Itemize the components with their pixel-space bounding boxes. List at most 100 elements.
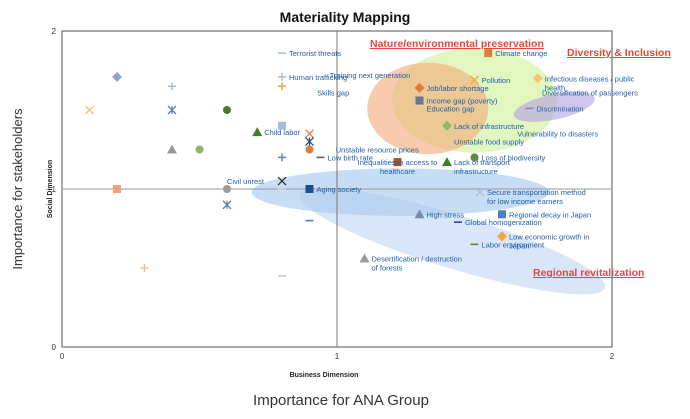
point-label-labor-environment: Labor environment (482, 240, 545, 249)
point-label-line: Lack of transport (454, 158, 511, 167)
point-label-line: Low birth rate (328, 153, 373, 162)
point-label-lack-of-infrastructure: Lack of infrastructure (454, 122, 524, 131)
region-ellipse-2 (513, 91, 595, 122)
point-label-line: Unstable food supply (454, 138, 524, 147)
point-label-line: Lack of infrastructure (454, 122, 524, 131)
data-point (278, 121, 286, 130)
point-label-unstable-resource-prices: Unstable resource prices (336, 146, 419, 155)
data-point (393, 158, 402, 167)
point-label-human-trafficking: Human trafficking (289, 73, 347, 82)
point-label-line: Regional decay in Japan (509, 210, 591, 219)
point-label-line: infrastructure (454, 167, 498, 176)
data-point (497, 231, 507, 242)
point-label-civil-unrest: Civil unrest (227, 177, 265, 186)
point-label-secure-transportation-method-for-low-income-earners: Secure transportation method for low inco… (487, 188, 586, 206)
data-point (113, 185, 121, 193)
x-tick-label: 0 (60, 352, 65, 361)
point-label-infectious-diseases-public-health: Infectious diseases / public health (545, 74, 635, 92)
point-label-low-economic-growth-in-japan: Low economic growth in Japan (509, 232, 589, 250)
region-label-regional-revitalization: Regional revitalization (533, 267, 644, 279)
y-tick-label: 2 (52, 27, 57, 36)
data-point (359, 253, 370, 263)
point-label-inequalities-in-access-to-healthcare: Inequalities in access to healthcare (358, 158, 438, 176)
data-point (167, 144, 177, 154)
point-label-line: Labor environment (482, 240, 545, 249)
data-point (252, 127, 263, 137)
data-point (140, 264, 149, 272)
point-label-line: Aging society (317, 185, 362, 194)
y-tick-label: 1 (52, 185, 57, 194)
data-point (470, 75, 479, 85)
data-point (470, 153, 479, 162)
data-point (305, 185, 314, 193)
y-tick-label: 0 (52, 343, 57, 352)
point-label-line: Child labor (264, 128, 300, 137)
data-point (414, 82, 425, 93)
x-axis-label: Importance for ANA Group (253, 392, 429, 409)
data-point (415, 96, 424, 105)
data-point (278, 72, 286, 81)
point-label-line: of forests (372, 264, 403, 273)
point-label-line: Secure transportation method (487, 188, 586, 197)
point-label-line: Desertification / destruction (372, 255, 462, 264)
point-label-line: health (545, 83, 565, 92)
x-tick-label: 1 (335, 352, 340, 361)
chart-title: Materiality Mapping (280, 9, 411, 25)
data-point (305, 137, 314, 147)
regions-layer (251, 48, 606, 295)
data-point (442, 157, 452, 167)
data-point (442, 120, 452, 131)
point-label-training-next-generation: Training next generation (330, 71, 411, 80)
data-point (85, 105, 94, 115)
point-label-line: Income gap (poverty) (427, 97, 498, 106)
point-label-child-labor: Child labor (264, 128, 300, 137)
data-point (278, 153, 286, 162)
point-label-terrorist-threats: Terrorist threats (289, 49, 341, 58)
point-label-line: Pollution (482, 76, 511, 85)
data-point (305, 129, 314, 139)
point-label-line: Diversification of passengers (542, 89, 638, 98)
point-label-line: Global homogenization (465, 218, 542, 227)
data-point (532, 73, 543, 84)
y-axis-inner-label: Social Dimension (47, 160, 54, 218)
point-label-regional-decay-in-japan: Regional decay in Japan (509, 210, 591, 219)
point-label-line: Skills gap (317, 89, 349, 98)
point-label-line: Japan (509, 241, 529, 250)
point-label-line: Loss of biodiversity (482, 153, 546, 162)
point-label-aging-society: Aging society (317, 185, 362, 194)
point-label-line: Climate change (495, 49, 547, 58)
data-point (277, 176, 287, 186)
data-point (222, 200, 232, 210)
point-label-pollution: Pollution (482, 76, 511, 85)
point-label-line: Job/labor shortage (427, 84, 489, 93)
point-label-global-homogenization: Global homogenization (465, 218, 542, 227)
point-label-unstable-food-supply: Unstable food supply (454, 138, 524, 147)
points-layer: Terrorist threats Human traffickingTraini… (85, 49, 638, 277)
point-label-line: Infectious diseases / public (545, 74, 635, 83)
point-label-line: Vulnerability to disasters (517, 130, 598, 139)
point-label-job-labor-shortage: Job/labor shortage (427, 84, 489, 93)
data-point (223, 106, 231, 114)
point-label-line: Education gap (427, 104, 475, 113)
region-label-nature-environmental-preservation: Nature/environmental preservation (370, 38, 544, 50)
data-point (195, 145, 204, 154)
point-label-vulnerability-to-disasters: Vulnerability to disasters (517, 130, 598, 139)
x-tick-label: 2 (610, 352, 615, 361)
data-point (498, 210, 506, 219)
point-label-climate-change: Climate change (495, 49, 547, 58)
data-point (484, 49, 493, 58)
point-label-line: High stress (427, 210, 465, 219)
data-point (305, 145, 314, 154)
point-label-discrimination: Discrimination (537, 104, 584, 113)
point-label-lack-of-transport-infrastructure: Lack of transport infrastructure (454, 158, 511, 176)
point-label-line: Civil unrest (227, 177, 265, 186)
point-label-line: healthcare (380, 167, 415, 176)
data-point (167, 105, 177, 115)
point-label-low-birth-rate: Low birth rate (328, 153, 373, 162)
x-axis-inner-label: Business Dimension (290, 372, 359, 379)
point-label-income-gap-poverty: Income gap (poverty) (427, 97, 498, 106)
region-ellipse-4 (251, 168, 549, 216)
point-label-line: Human trafficking (289, 73, 347, 82)
data-point (168, 82, 176, 91)
